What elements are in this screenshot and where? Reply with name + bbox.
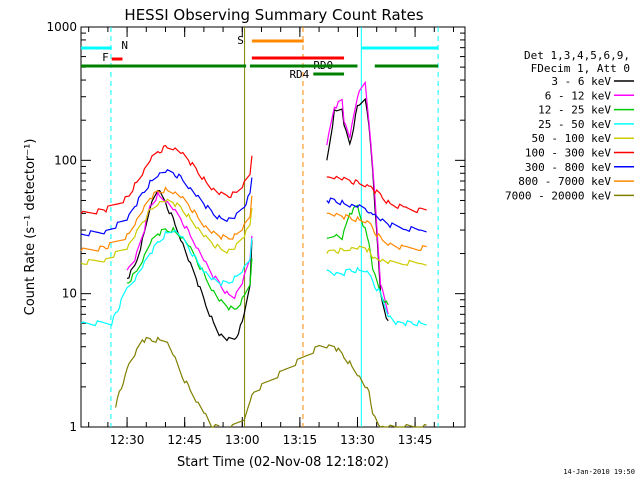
legend-label: 25 - 50 keV bbox=[538, 118, 611, 131]
x-tick-label: 13:30 bbox=[340, 433, 375, 447]
series-line bbox=[115, 336, 427, 428]
x-tick-label: 13:00 bbox=[225, 433, 260, 447]
y-axis-label: Count Rate (s⁻¹ detector⁻¹) bbox=[23, 139, 38, 316]
x-tick-label: 13:15 bbox=[283, 433, 318, 447]
legend-label: 7000 - 20000 keV bbox=[505, 189, 611, 202]
flag-label: F bbox=[102, 51, 109, 64]
x-tick-label: 13:45 bbox=[398, 433, 433, 447]
y-tick-label: 100 bbox=[54, 153, 77, 167]
series-line bbox=[80, 144, 427, 215]
vertical-markers bbox=[110, 27, 439, 427]
x-tick-label: 12:45 bbox=[167, 433, 202, 447]
chart-title: HESSI Observing Summary Count Rates bbox=[124, 6, 423, 24]
legend-label: 100 - 300 keV bbox=[525, 147, 611, 160]
series-line bbox=[80, 169, 427, 237]
x-axis: 12:30 12:45 13:00 13:15 13:30 13:45 bbox=[88, 27, 454, 447]
flag-label: S bbox=[237, 34, 244, 47]
plot-frame bbox=[80, 26, 466, 428]
y-tick-label: 1000 bbox=[46, 20, 77, 34]
series-lines bbox=[80, 80, 427, 428]
legend-label: 800 - 7000 keV bbox=[518, 175, 611, 188]
legend: Det 1,3,4,5,6,9,FDecim 1, Att 03 - 6 keV… bbox=[505, 49, 634, 202]
x-tick-label: 12:30 bbox=[110, 433, 145, 447]
legend-label: 3 - 6 keV bbox=[551, 75, 611, 88]
legend-header: FDecim 1, Att 0 bbox=[531, 62, 630, 75]
legend-label: 6 - 12 keV bbox=[545, 89, 612, 102]
series-line bbox=[126, 80, 389, 315]
flag-label: RD4 bbox=[289, 68, 309, 81]
flag-label: N bbox=[121, 39, 128, 52]
legend-header: Det 1,3,4,5,6,9, bbox=[524, 49, 630, 62]
legend-label: 300 - 800 keV bbox=[525, 161, 611, 174]
y-axis: 1 10 100 1000 bbox=[46, 20, 465, 434]
legend-label: 50 - 100 keV bbox=[532, 132, 612, 145]
legend-label: 12 - 25 keV bbox=[538, 104, 611, 117]
y-tick-label: 1 bbox=[69, 420, 77, 434]
series-line bbox=[80, 186, 427, 252]
series-line bbox=[80, 229, 427, 327]
y-tick-label: 10 bbox=[62, 287, 77, 301]
flag-bars: NFSRD0RD4 bbox=[81, 34, 439, 81]
series-line bbox=[80, 198, 427, 267]
timestamp: 14-Jan-2010 19:50 bbox=[563, 468, 635, 476]
x-axis-label: Start Time (02-Nov-08 12:18:02) bbox=[177, 455, 389, 470]
series-line bbox=[126, 204, 389, 312]
